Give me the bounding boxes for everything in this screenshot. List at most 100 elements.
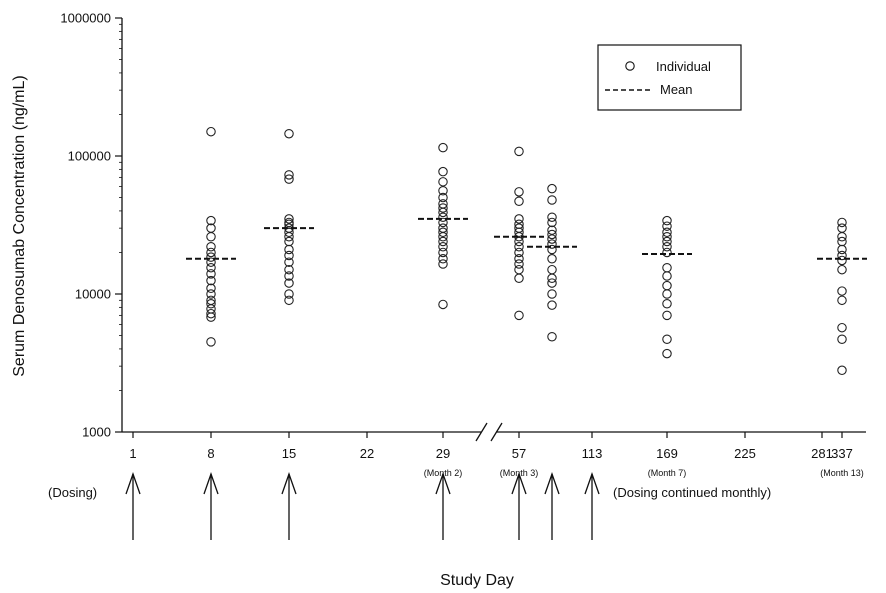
dosing-arrow-head bbox=[125, 472, 141, 495]
individual-point bbox=[206, 337, 216, 347]
individual-point bbox=[206, 241, 216, 252]
individual-point bbox=[662, 241, 672, 252]
individual-point bbox=[284, 214, 294, 224]
legend-individual-label: Individual bbox=[656, 59, 711, 74]
dosing-arrow-head bbox=[544, 472, 560, 495]
individual-point bbox=[662, 221, 672, 231]
individual-point bbox=[547, 217, 557, 228]
individual-point bbox=[547, 289, 557, 299]
individual-point bbox=[284, 278, 294, 288]
individual-point bbox=[514, 310, 524, 321]
individual-point bbox=[547, 234, 557, 244]
x-tick-label: 15 bbox=[282, 446, 296, 461]
individual-point bbox=[547, 264, 557, 275]
individual-point bbox=[837, 295, 847, 306]
x-tick-label: 8 bbox=[207, 446, 214, 461]
individual-point bbox=[514, 187, 524, 197]
individual-point bbox=[662, 231, 672, 242]
individual-point bbox=[206, 283, 216, 294]
individual-point bbox=[438, 247, 448, 258]
individual-point bbox=[438, 241, 448, 252]
individual-point bbox=[438, 299, 448, 310]
individual-point bbox=[837, 365, 847, 376]
individual-point bbox=[662, 271, 672, 281]
individual-point bbox=[837, 236, 847, 247]
x-tick-sublabel: (Month 13) bbox=[820, 468, 864, 478]
individual-point bbox=[837, 250, 847, 261]
y-axis-title: Serum Denosumab Concentration (ng/mL) bbox=[11, 75, 28, 376]
legend-mean-label: Mean bbox=[660, 82, 693, 97]
individual-point bbox=[514, 227, 524, 238]
individual-point bbox=[514, 196, 524, 207]
individual-point bbox=[547, 244, 557, 255]
axis-titles: Serum Denosumab Concentration (ng/mL) St… bbox=[11, 75, 514, 589]
individual-point bbox=[284, 236, 294, 247]
x-tick-label: 29 bbox=[436, 446, 450, 461]
individual-point bbox=[514, 241, 524, 252]
individual-point bbox=[662, 215, 672, 226]
y-tick-label: 100000 bbox=[68, 149, 111, 164]
individual-point bbox=[284, 227, 294, 238]
individual-point bbox=[547, 195, 557, 205]
individual-point bbox=[837, 217, 847, 228]
individual-point bbox=[284, 250, 294, 261]
individual-point bbox=[206, 252, 216, 262]
x-tick-label: 113 bbox=[582, 446, 603, 461]
data-marks bbox=[186, 126, 867, 376]
dosing-arrow-head bbox=[281, 472, 297, 495]
individual-point bbox=[837, 334, 847, 345]
individual-point bbox=[547, 212, 557, 222]
dosing-arrow bbox=[511, 472, 527, 540]
individual-point bbox=[547, 332, 557, 342]
individual-point bbox=[438, 259, 448, 269]
dosing-arrow bbox=[584, 472, 600, 540]
individual-point bbox=[284, 170, 294, 180]
axis-break-mark bbox=[475, 422, 503, 442]
individual-point bbox=[547, 273, 557, 284]
dosing-arrow bbox=[435, 472, 451, 540]
individual-point bbox=[514, 146, 524, 157]
individual-point bbox=[547, 229, 557, 240]
individual-point bbox=[438, 217, 448, 228]
individual-point bbox=[662, 298, 672, 309]
y-tick-label: 1000 bbox=[82, 425, 111, 440]
individual-point bbox=[547, 300, 557, 310]
individual-point bbox=[438, 203, 448, 213]
individual-point bbox=[284, 244, 294, 255]
dosing-arrow-head bbox=[511, 472, 527, 495]
individual-point bbox=[438, 142, 448, 153]
individual-point bbox=[438, 186, 448, 196]
individual-point bbox=[662, 236, 672, 247]
x-tick-label: 169 bbox=[656, 446, 678, 461]
individual-point bbox=[284, 295, 294, 306]
individual-point bbox=[284, 271, 294, 281]
individual-point bbox=[206, 298, 216, 309]
dosing-arrow bbox=[125, 472, 141, 540]
individual-point bbox=[837, 264, 847, 275]
individual-point bbox=[514, 254, 524, 264]
individual-point bbox=[547, 278, 557, 288]
x-tick-sublabel: (Month 7) bbox=[648, 468, 687, 478]
individual-point bbox=[514, 259, 524, 269]
individual-point bbox=[438, 192, 448, 203]
individual-point bbox=[514, 273, 524, 284]
individual-point bbox=[206, 312, 216, 322]
legend-individual-marker bbox=[625, 61, 635, 71]
individual-point bbox=[284, 231, 294, 242]
individual-point bbox=[837, 223, 847, 233]
individual-point bbox=[438, 166, 448, 177]
x-axis-title: Study Day bbox=[440, 572, 514, 589]
individual-point bbox=[662, 280, 672, 291]
dosing-label: (Dosing) bbox=[48, 485, 97, 500]
y-tick-label: 10000 bbox=[75, 287, 111, 302]
individual-point bbox=[514, 247, 524, 258]
x-tick-label: 57 bbox=[512, 446, 526, 461]
individual-point bbox=[284, 128, 294, 139]
individual-point bbox=[206, 269, 216, 279]
dosing-arrow-head bbox=[203, 472, 219, 495]
individual-point bbox=[206, 126, 216, 137]
dosing-arrow bbox=[281, 472, 297, 540]
dosing-arrow-head bbox=[435, 472, 451, 495]
individual-point bbox=[206, 308, 216, 319]
